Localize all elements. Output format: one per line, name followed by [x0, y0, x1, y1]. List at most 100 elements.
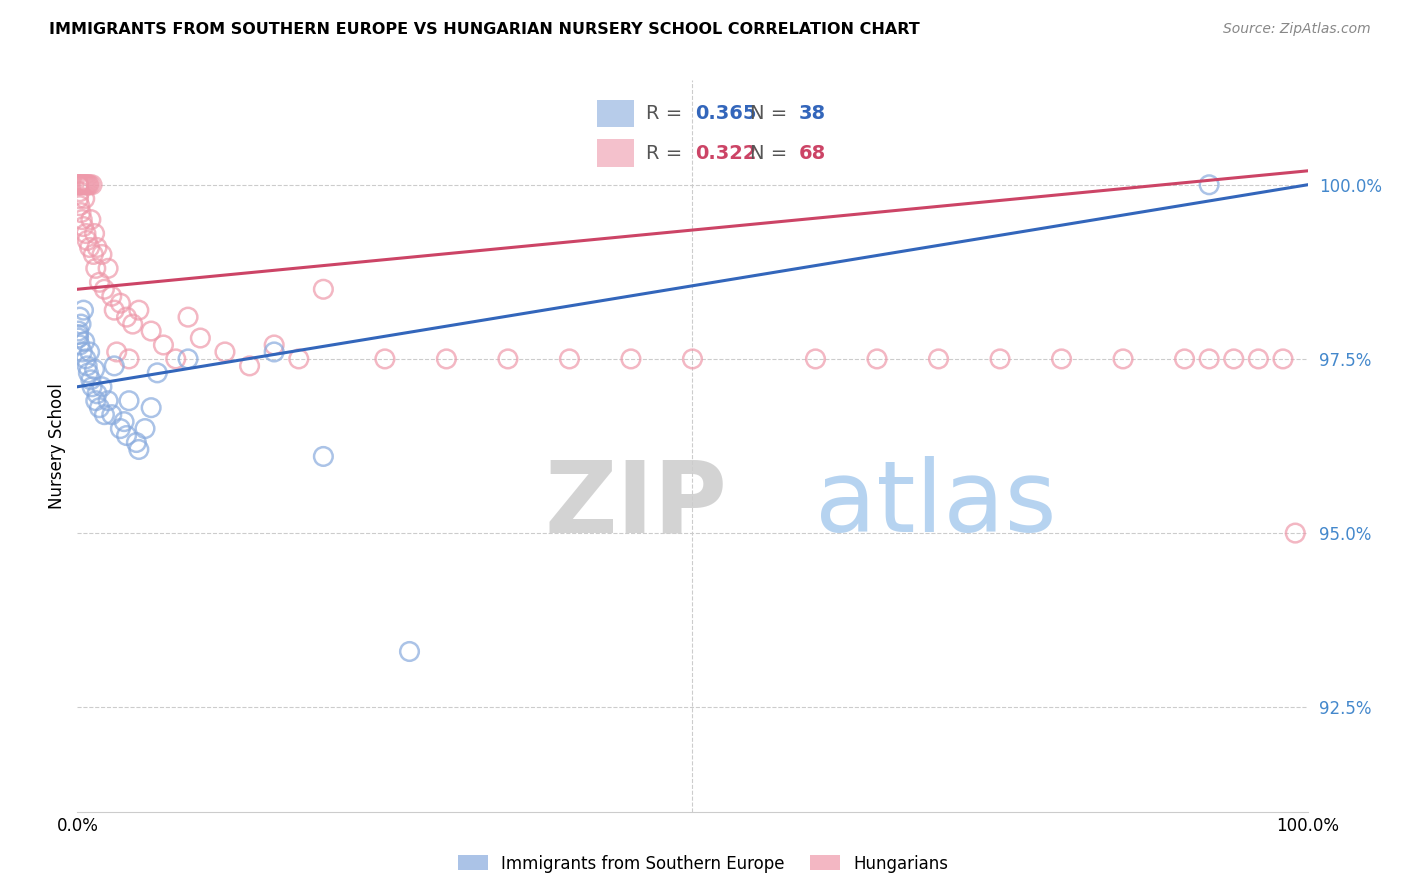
- Point: [75, 227, 97, 241]
- Point: [141, 324, 163, 338]
- Point: [69, 185, 91, 199]
- Point: [73, 192, 96, 206]
- Point: [89, 275, 111, 289]
- Point: [1174, 351, 1197, 366]
- Point: [682, 351, 704, 366]
- Point: [77, 366, 100, 380]
- Point: [69, 338, 91, 352]
- Point: [112, 415, 135, 429]
- Point: [70, 178, 93, 192]
- Y-axis label: Nursery School: Nursery School: [48, 383, 66, 509]
- Point: [77, 178, 100, 192]
- Point: [67, 331, 90, 345]
- Point: [214, 345, 236, 359]
- Point: [67, 324, 90, 338]
- Point: [67, 192, 90, 206]
- Point: [804, 351, 827, 366]
- Point: [312, 450, 335, 464]
- Point: [73, 178, 96, 192]
- Point: [988, 351, 1011, 366]
- Point: [118, 393, 141, 408]
- Point: [398, 644, 420, 658]
- Point: [89, 401, 111, 415]
- Point: [70, 205, 93, 219]
- Point: [72, 219, 94, 234]
- Point: [103, 359, 125, 373]
- Point: [1198, 178, 1220, 192]
- Point: [79, 178, 101, 192]
- Point: [103, 303, 125, 318]
- Point: [558, 351, 581, 366]
- Point: [188, 331, 212, 345]
- Point: [93, 408, 115, 422]
- Point: [928, 351, 950, 366]
- Point: [70, 317, 93, 331]
- Point: [69, 199, 91, 213]
- Point: [70, 178, 93, 192]
- Point: [76, 178, 98, 192]
- Point: [73, 334, 96, 349]
- Point: [1050, 351, 1073, 366]
- Point: [866, 351, 889, 366]
- Point: [105, 345, 128, 359]
- Point: [128, 303, 150, 318]
- Point: [146, 366, 169, 380]
- Point: [97, 261, 120, 276]
- Point: [75, 178, 97, 192]
- Point: [83, 362, 105, 376]
- Point: [80, 212, 103, 227]
- Point: [177, 310, 200, 325]
- Text: Source: ZipAtlas.com: Source: ZipAtlas.com: [1223, 22, 1371, 37]
- Point: [1223, 351, 1246, 366]
- Point: [93, 282, 115, 296]
- Point: [115, 310, 138, 325]
- Point: [69, 310, 91, 325]
- Point: [90, 380, 114, 394]
- Point: [134, 421, 156, 435]
- Point: [67, 178, 90, 192]
- Point: [141, 401, 163, 415]
- Point: [101, 408, 124, 422]
- Point: [165, 351, 187, 366]
- Point: [1247, 351, 1270, 366]
- Point: [110, 296, 132, 310]
- Point: [1198, 351, 1220, 366]
- Point: [67, 327, 90, 342]
- Point: [620, 351, 643, 366]
- Point: [90, 247, 114, 261]
- Point: [86, 386, 108, 401]
- Point: [263, 345, 285, 359]
- Point: [118, 351, 141, 366]
- Point: [75, 351, 97, 366]
- Point: [67, 178, 90, 192]
- Point: [86, 240, 108, 254]
- Point: [84, 393, 107, 408]
- Point: [1112, 351, 1135, 366]
- Text: ZIP: ZIP: [546, 456, 728, 553]
- Point: [70, 345, 93, 359]
- Point: [76, 234, 98, 248]
- Point: [110, 421, 132, 435]
- Point: [82, 247, 104, 261]
- Point: [177, 351, 200, 366]
- Point: [79, 345, 101, 359]
- Point: [82, 178, 104, 192]
- Point: [79, 240, 101, 254]
- Point: [70, 212, 93, 227]
- Point: [288, 351, 311, 366]
- Point: [66, 178, 89, 192]
- Point: [83, 227, 105, 241]
- Point: [84, 261, 107, 276]
- Point: [239, 359, 262, 373]
- Point: [496, 351, 519, 366]
- Point: [1284, 526, 1306, 541]
- Point: [76, 359, 98, 373]
- Point: [115, 428, 138, 442]
- Point: [69, 178, 91, 192]
- Point: [152, 338, 174, 352]
- Point: [101, 289, 124, 303]
- Point: [121, 317, 143, 331]
- Point: [263, 338, 285, 352]
- Point: [125, 435, 148, 450]
- Legend: Immigrants from Southern Europe, Hungarians: Immigrants from Southern Europe, Hungari…: [451, 848, 955, 880]
